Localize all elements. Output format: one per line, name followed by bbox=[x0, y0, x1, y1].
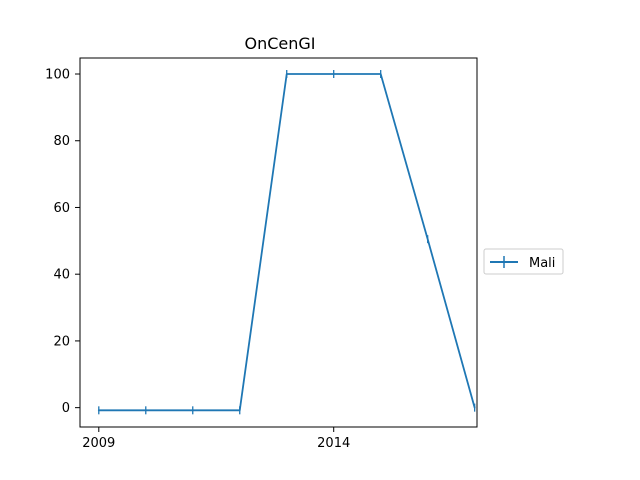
y-tick-label: 40 bbox=[53, 268, 70, 283]
y-tick-label: 0 bbox=[62, 401, 70, 416]
y-axis: 0 20 40 60 80 100 bbox=[45, 68, 80, 416]
x-axis: 2009 2014 bbox=[82, 427, 350, 451]
y-tick-label: 60 bbox=[53, 201, 70, 216]
plot-area-frame bbox=[79, 57, 478, 428]
legend-label-mali: Mali bbox=[529, 256, 555, 271]
x-tick-label: 2009 bbox=[82, 436, 115, 451]
y-tick-label: 80 bbox=[53, 134, 70, 149]
chart-title: OnCenGI bbox=[244, 34, 315, 53]
x-tick-label: 2014 bbox=[317, 436, 350, 451]
series-layer bbox=[97, 70, 476, 415]
y-tick-label: 20 bbox=[53, 334, 70, 349]
y-tick-label: 100 bbox=[45, 68, 70, 83]
legend: Mali bbox=[483, 248, 564, 275]
